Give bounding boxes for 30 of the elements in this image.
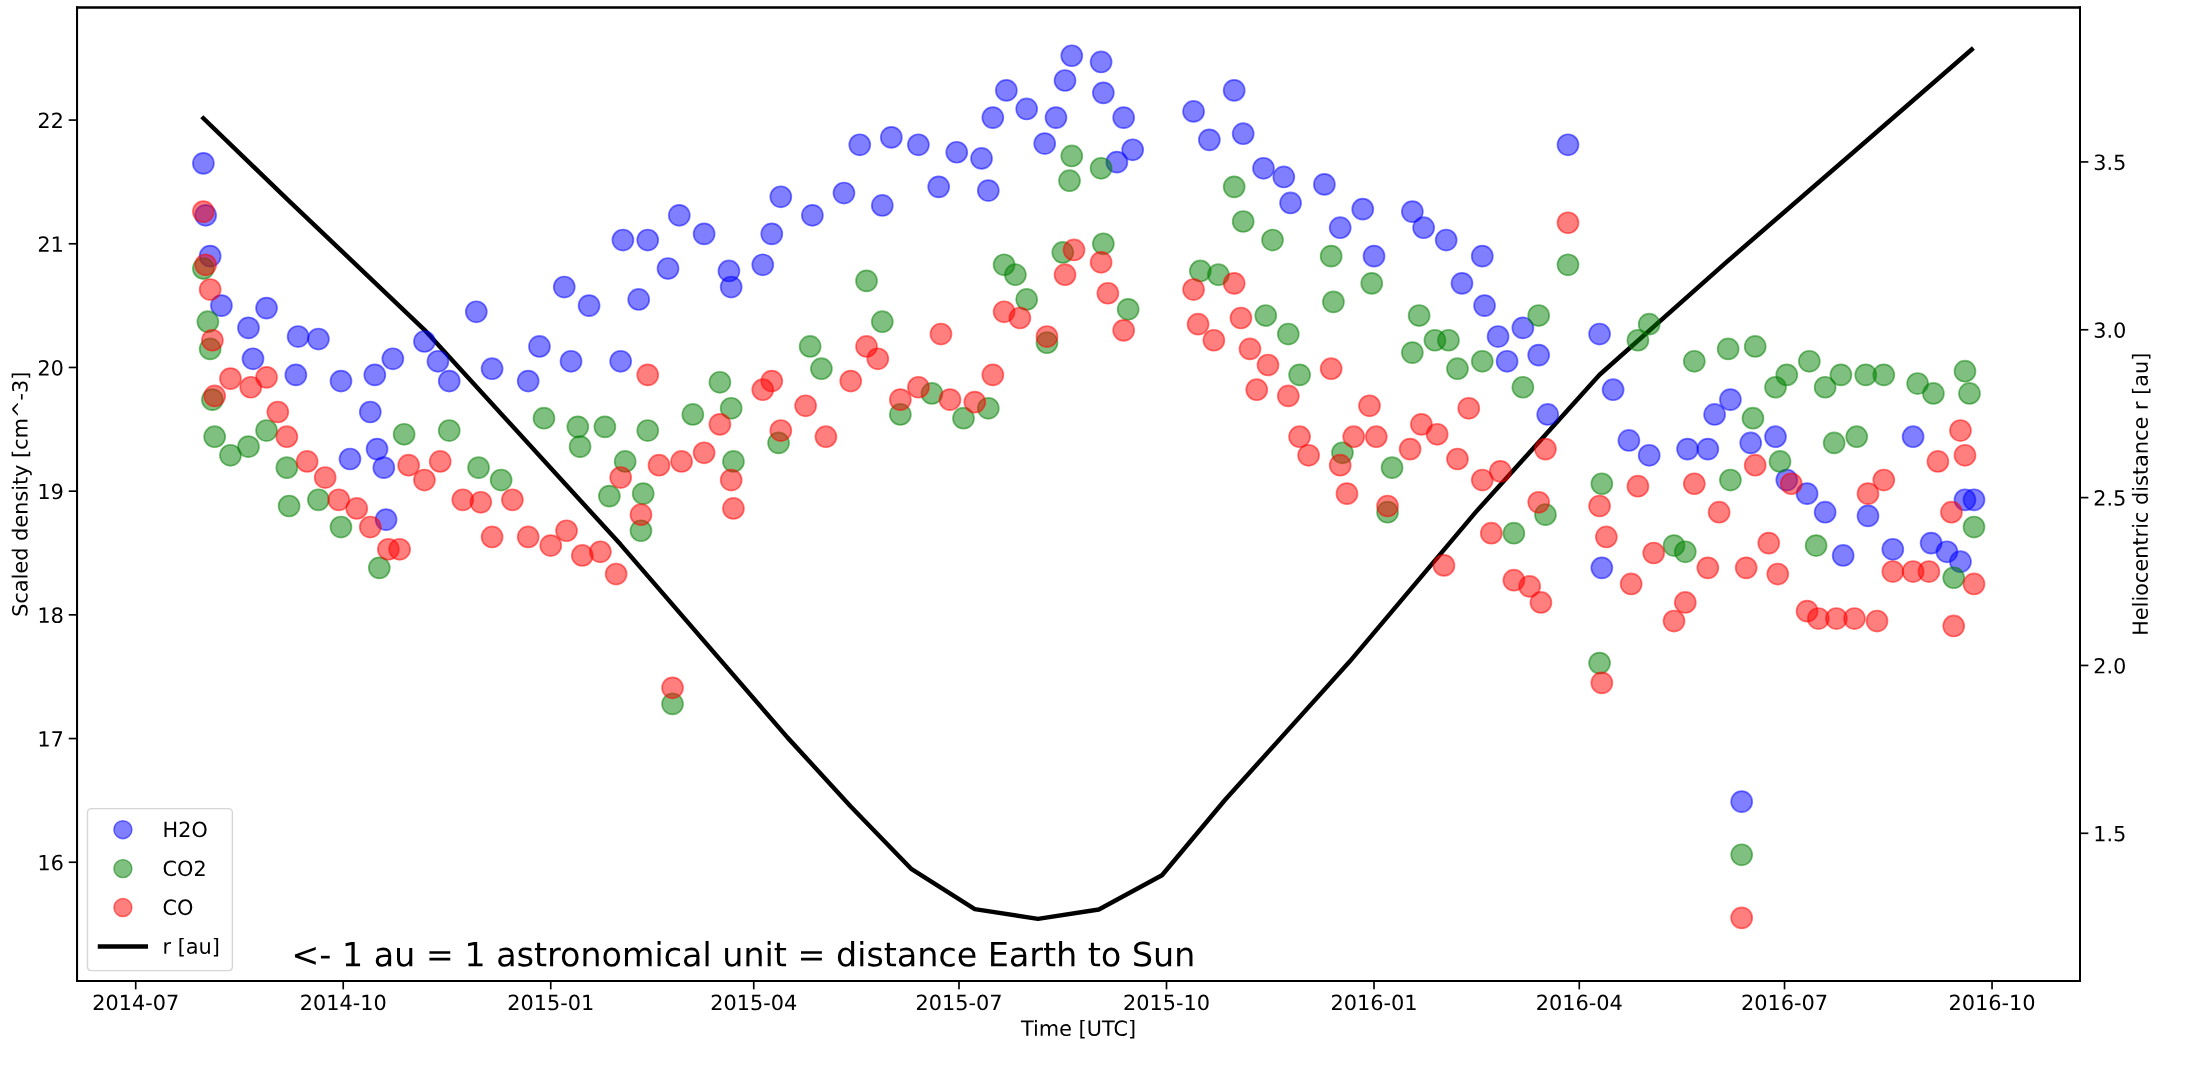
y-tick-label: 17: [39, 731, 63, 747]
y2-tick-label: 2.5: [2094, 490, 2125, 506]
y2-tick-label: 3.0: [2094, 322, 2125, 338]
y-tick-label: 22: [38, 112, 62, 128]
x-tick-label: 2014-10: [301, 994, 386, 1011]
x-tick-label: 2016-10: [1950, 994, 2035, 1011]
legend-label: r [au]: [164, 937, 219, 957]
y-tick-label: 18: [39, 607, 63, 624]
legend-label: CO: [163, 899, 193, 916]
y-tick-label: 20: [38, 359, 63, 376]
legend-label: CO2: [163, 860, 205, 877]
x-tick-label: 2015-07: [917, 994, 1001, 1011]
y2-tick-label: 1.5: [2095, 826, 2125, 842]
y2-tick-label: 2.0: [2094, 657, 2125, 674]
y-tick-label: 16: [39, 854, 63, 871]
y-axis-title: Scaled density [cm^-3]: [11, 373, 32, 616]
y-tick-label: 19: [39, 483, 63, 500]
y2-axis-title: Heliocentric distance r [au]: [2131, 354, 2151, 634]
x-tick-label: 2014-07: [93, 994, 178, 1011]
y2-tick-label: 3.5: [2094, 154, 2125, 171]
x-tick-label: 2015-04: [711, 994, 797, 1011]
x-tick-label: 2016-01: [1332, 994, 1416, 1011]
x-tick-label: 2015-01: [508, 994, 593, 1011]
x-tick-label: 2016-04: [1537, 994, 1622, 1011]
x-tick-label: 2016-07: [1742, 994, 1827, 1011]
legend-label: H2O: [164, 821, 207, 838]
x-tick-label: 2015-10: [1124, 994, 1209, 1011]
y-tick-label: 21: [38, 236, 62, 252]
x-axis-title: Time [UTC]: [1020, 1019, 1135, 1039]
annotation: <- 1 au = 1 astronomical unit = distance Earth to Sun: [294, 940, 1193, 967]
